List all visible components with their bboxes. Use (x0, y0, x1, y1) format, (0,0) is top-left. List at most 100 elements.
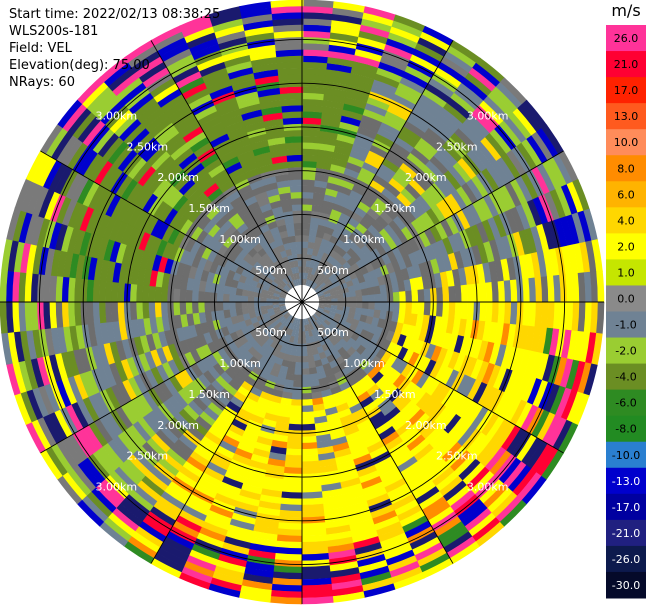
velocity-gate (199, 471, 223, 488)
velocity-gate (375, 375, 389, 389)
velocity-gate (534, 302, 543, 329)
velocity-gate (411, 199, 427, 217)
velocity-gate (327, 175, 343, 186)
colorbar-tick-label: -21.0 (612, 527, 640, 540)
velocity-gate (369, 355, 382, 368)
velocity-gate (501, 153, 522, 180)
velocity-gate (173, 287, 181, 302)
velocity-gate (86, 278, 95, 302)
velocity-gate (302, 67, 328, 76)
velocity-gate (320, 206, 333, 216)
velocity-gate (354, 289, 363, 297)
velocity-gate (158, 541, 190, 562)
velocity-gate (157, 330, 168, 348)
velocity-gate (439, 366, 454, 386)
velocity-gate (447, 252, 459, 271)
velocity-gate (331, 157, 349, 169)
velocity-gate (333, 252, 343, 262)
velocity-gate (543, 383, 561, 414)
velocity-gate (222, 355, 235, 368)
velocity-gate (208, 503, 234, 519)
velocity-gate (218, 481, 242, 496)
velocity-gate (360, 348, 372, 360)
velocity-gate (481, 362, 496, 386)
velocity-gate (303, 318, 307, 326)
velocity-gate (385, 282, 394, 294)
velocity-gate (528, 277, 537, 304)
velocity-gate (500, 235, 514, 260)
velocity-gate (391, 572, 425, 590)
velocity-gate (402, 349, 415, 364)
velocity-gate (376, 127, 399, 143)
colorbar-tick-label: -26.0 (612, 553, 640, 566)
velocity-gate (152, 552, 185, 573)
velocity-gate (406, 115, 430, 134)
velocity-gate (398, 425, 418, 442)
velocity-gate (310, 281, 316, 289)
velocity-gate (37, 384, 55, 415)
velocity-gate (274, 540, 302, 549)
velocity-gate (262, 326, 271, 335)
velocity-gate (330, 294, 338, 300)
velocity-gate (105, 280, 113, 302)
velocity-gate (280, 332, 288, 341)
velocity-gate (147, 409, 166, 430)
velocity-gate (426, 208, 441, 227)
velocity-gate (319, 265, 327, 274)
velocity-gate (273, 335, 282, 344)
velocity-gate (487, 216, 502, 241)
velocity-gate (349, 72, 376, 86)
velocity-gate (90, 367, 106, 393)
velocity-gate (312, 353, 321, 362)
velocity-gate (378, 163, 397, 179)
velocity-gate (43, 300, 51, 330)
velocity-gate (365, 492, 390, 508)
velocity-gate (265, 319, 274, 327)
velocity-gate (362, 322, 372, 333)
velocity-gate (313, 284, 320, 291)
velocity-gate (536, 327, 548, 355)
velocity-gate (279, 503, 302, 512)
velocity-gate (461, 182, 479, 205)
velocity-gate (472, 62, 502, 88)
velocity-gate (253, 441, 272, 453)
velocity-gate (313, 313, 320, 320)
velocity-gate (337, 302, 345, 307)
velocity-gate (430, 345, 443, 363)
velocity-gate (349, 189, 364, 202)
velocity-gate (56, 474, 83, 505)
velocity-gate (230, 512, 256, 525)
velocity-gate (447, 234, 461, 254)
velocity-gate (572, 330, 585, 363)
velocity-gate (196, 391, 212, 407)
velocity-gate (325, 530, 352, 542)
velocity-gate (338, 233, 349, 244)
velocity-gate (370, 202, 385, 217)
velocity-gate (240, 482, 263, 495)
velocity-gate (301, 362, 309, 369)
velocity-gate (352, 453, 373, 467)
velocity-gate (177, 571, 211, 590)
velocity-gate (497, 457, 522, 485)
velocity-gate (360, 338, 371, 349)
velocity-gate (449, 489, 476, 513)
velocity-gate (66, 467, 92, 496)
velocity-gate (341, 365, 353, 377)
velocity-gate (302, 259, 307, 267)
velocity-gate (275, 534, 302, 543)
velocity-gate (445, 215, 460, 236)
velocity-gate (466, 178, 484, 202)
velocity-gate (212, 565, 245, 580)
velocity-gate (362, 272, 372, 282)
velocity-gate (340, 115, 362, 128)
velocity-gate (440, 56, 470, 79)
velocity-gate (136, 479, 161, 502)
velocity-gate (342, 425, 360, 437)
velocity-gate (178, 408, 196, 426)
velocity-gate (160, 301, 169, 317)
velocity-gate (547, 157, 568, 189)
velocity-gate (500, 345, 513, 370)
velocity-gate (249, 453, 269, 465)
velocity-gate (339, 477, 361, 489)
velocity-gate (559, 358, 574, 390)
